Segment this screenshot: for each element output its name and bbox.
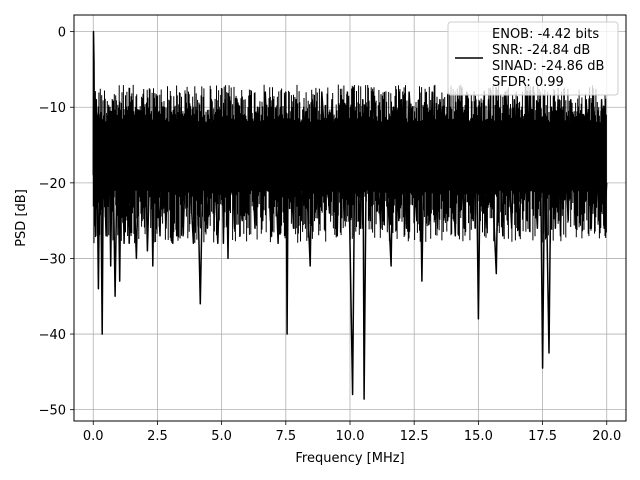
y-tick-label: −50 [39,404,66,419]
y-axis-label: PSD [dB] [14,189,29,247]
y-tick-label: −30 [39,252,66,267]
x-tick-label: 7.5 [275,429,296,444]
legend-line-4: SFDR: 0.99 [492,75,564,90]
x-tick-label: 15.0 [464,429,493,444]
x-tick-label: 0.0 [83,429,104,444]
legend-box [447,21,619,96]
x-tick-label: 2.5 [147,429,168,444]
y-axis-ticks: 0 −10 −20 −30 −40 −50 [39,26,74,419]
y-tick-label: −40 [39,328,66,343]
y-tick-label: 0 [58,26,66,41]
x-tick-label: 20.0 [592,429,621,444]
legend-line-3: SINAD: -24.86 dB [492,59,604,74]
x-tick-label: 17.5 [528,429,557,444]
x-tick-label: 12.5 [400,429,429,444]
y-tick-label: −10 [39,101,66,116]
x-axis-ticks: 0.0 2.5 5.0 7.5 10.0 12.5 15.0 17.5 20.0 [83,421,621,444]
x-tick-label: 5.0 [211,429,232,444]
psd-line [92,30,608,400]
x-tick-label: 10.0 [336,429,365,444]
legend-line-2: SNR: -24.84 dB [492,43,590,58]
legend-line-1: ENOB: -4.42 bits [492,27,599,42]
x-axis-label: Frequency [MHz] [295,451,404,466]
legend: ENOB: -4.42 bits SNR: -24.84 dB SINAD: -24… [447,21,619,96]
legend-label: ENOB: -4.42 bits SNR: -24.84 dB SINAD: -24… [492,27,604,90]
y-tick-label: −20 [39,177,66,192]
